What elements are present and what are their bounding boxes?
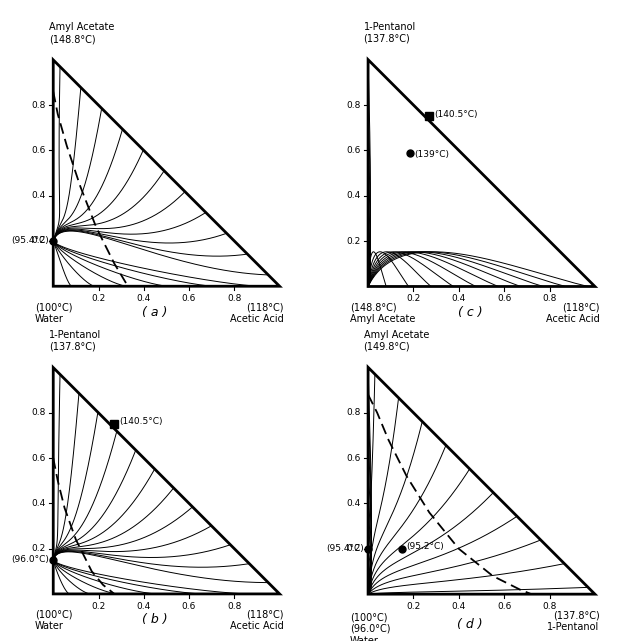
Text: (118°C)
Acetic Acid: (118°C) Acetic Acid [230,302,284,324]
Text: 0.8: 0.8 [347,408,361,417]
Text: 0.2: 0.2 [91,294,105,303]
Text: 0.4: 0.4 [137,602,151,611]
Text: 0.4: 0.4 [347,499,361,508]
Text: 0.8: 0.8 [32,408,46,417]
Text: (95.4°C): (95.4°C) [11,237,49,246]
Text: ( b ): ( b ) [142,613,168,626]
Text: 0.2: 0.2 [406,602,421,611]
Text: 0.2: 0.2 [91,602,105,611]
Text: 0.2: 0.2 [32,237,46,246]
Text: 0.6: 0.6 [497,602,511,611]
Text: 0.6: 0.6 [182,602,196,611]
Text: (137.8°C)
1-Pentanol: (137.8°C) 1-Pentanol [547,610,599,631]
Text: ( a ): ( a ) [142,306,168,319]
Text: 0.8: 0.8 [227,602,242,611]
Text: (140.5°C): (140.5°C) [434,110,477,119]
Text: (100°C)
Water: (100°C) Water [35,610,73,631]
Text: Amyl Acetate
(149.8°C): Amyl Acetate (149.8°C) [363,330,429,351]
Text: 0.6: 0.6 [32,454,46,463]
Text: Amyl Acetate
(148.8°C): Amyl Acetate (148.8°C) [49,22,114,44]
Text: 0.6: 0.6 [32,146,46,155]
Text: 0.6: 0.6 [497,294,511,303]
Text: (118°C)
Acetic Acid: (118°C) Acetic Acid [546,303,599,324]
Text: 0.6: 0.6 [347,454,361,463]
Text: 0.6: 0.6 [347,146,361,155]
Text: 0.2: 0.2 [347,237,361,246]
Text: 0.8: 0.8 [32,101,46,110]
Text: 0.4: 0.4 [32,499,46,508]
Text: (95.4°C): (95.4°C) [326,544,363,553]
Text: (100°C)
Water: (100°C) Water [35,302,73,324]
Text: 0.4: 0.4 [451,294,466,303]
Text: (118°C)
Acetic Acid: (118°C) Acetic Acid [230,610,284,631]
Text: 0.8: 0.8 [542,602,557,611]
Text: 0.8: 0.8 [227,294,242,303]
Text: 0.2: 0.2 [32,544,46,553]
Text: (95.2°C): (95.2°C) [406,542,444,551]
Text: 0.4: 0.4 [32,191,46,200]
Text: 0.2: 0.2 [347,544,361,553]
Text: 0.4: 0.4 [451,602,466,611]
Text: 0.8: 0.8 [347,101,361,110]
Text: ( c ): ( c ) [458,306,482,319]
Text: 0.6: 0.6 [182,294,196,303]
Text: (96.0°C): (96.0°C) [11,556,49,565]
Text: 1-Pentanol
(137.8°C): 1-Pentanol (137.8°C) [49,330,101,352]
Text: (140.5°C): (140.5°C) [119,417,163,426]
Text: (139°C): (139°C) [415,151,449,160]
Text: ( d ): ( d ) [457,618,483,631]
Text: 1-Pentanol
(137.8°C): 1-Pentanol (137.8°C) [363,22,416,44]
Text: 0.4: 0.4 [137,294,151,303]
Text: 0.4: 0.4 [347,191,361,200]
Text: (148.8°C)
Amyl Acetate: (148.8°C) Amyl Acetate [350,303,415,324]
Text: 0.8: 0.8 [542,294,557,303]
Text: (100°C)
(96.0°C)
Water: (100°C) (96.0°C) Water [350,612,390,641]
Text: 0.2: 0.2 [406,294,421,303]
